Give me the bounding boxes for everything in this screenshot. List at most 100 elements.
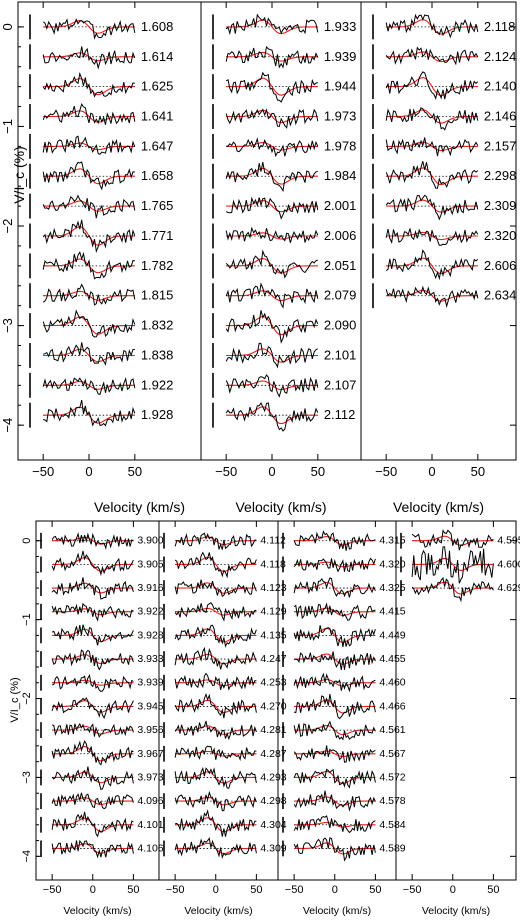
profile-row: 1.838: [29, 342, 173, 368]
phase-label: 1.933: [324, 19, 357, 34]
phase-label: 4.600: [497, 558, 520, 570]
profile-row: 1.625: [29, 71, 173, 100]
profile-row: 3.956: [40, 722, 164, 738]
observed-profile: [225, 249, 318, 279]
phase-label: 2.606: [484, 258, 517, 273]
observed-profile: [42, 283, 136, 306]
phase-label: 4.466: [379, 700, 405, 712]
phase-label: 3.900: [137, 535, 163, 547]
profile-row: 1.815: [29, 283, 173, 309]
profile-row: 4.304: [163, 809, 287, 837]
observed-profile: [294, 651, 376, 671]
x-tick-label: −50: [43, 884, 62, 896]
x-tick-label: −50: [403, 884, 422, 896]
phase-label: 2.634: [484, 288, 517, 303]
profile-row: 3.967: [40, 740, 164, 766]
observed-profile: [293, 720, 376, 741]
observed-profile: [385, 194, 479, 221]
profile-row: 4.253: [163, 672, 287, 691]
phase-label: 3.967: [137, 748, 163, 760]
phase-label: 1.944: [324, 79, 357, 94]
observed-profile: [174, 720, 257, 741]
model-profile: [386, 51, 478, 63]
observed-profile: [385, 71, 479, 101]
observed-profile: [293, 815, 376, 834]
phase-label: 4.315: [379, 535, 405, 547]
observed-profile: [174, 837, 257, 860]
profile-row: 3.928: [40, 624, 164, 646]
phase-label: 4.629: [497, 582, 520, 594]
phase-label: 2.107: [324, 377, 357, 392]
profile-row: 4.595: [400, 529, 520, 551]
profile-row: 4.584: [282, 815, 406, 834]
observed-profile: [42, 71, 135, 98]
phase-label: 4.325: [379, 582, 405, 594]
observed-profile: [385, 107, 479, 131]
observed-profile: [51, 839, 134, 859]
observed-profile: [225, 226, 319, 243]
x-tick-label: 0: [90, 884, 96, 896]
observed-profile: [226, 137, 319, 158]
y-tick-label: −1: [0, 119, 15, 134]
profile-row: 4.118: [163, 551, 286, 579]
phase-label: 4.304: [260, 819, 286, 831]
profile-row: 4.101: [40, 811, 164, 838]
phase-label: 2.079: [324, 288, 357, 303]
y-tick-label: −3: [0, 318, 15, 333]
observed-profile: [385, 13, 479, 39]
phase-label: 2.001: [324, 198, 357, 213]
chart-block-1: V/I_c (%) −50 0 50 Velocity (km/s) 0 −1 −2 −3 −4 1…: [0, 1, 517, 515]
phase-label: 2.146: [484, 109, 517, 124]
x-tick-label: 0: [428, 464, 435, 479]
x-axis-label: Velocity (km/s): [235, 499, 326, 515]
x-axis-label: Velocity (km/s): [422, 905, 490, 917]
model-profile: [294, 770, 376, 784]
observed-profile: [293, 837, 376, 862]
panel-3: −50 0 50 Velocity (km/s) 2.118 2.124 2.140 2.14…: [360, 1, 517, 515]
model-profile: [43, 348, 135, 363]
profile-row: 2.124: [372, 44, 516, 70]
y-tick-label: −3: [21, 771, 33, 784]
observed-profile: [174, 532, 257, 550]
y-tick-label: −1: [21, 613, 33, 626]
profile-row: 2.112: [212, 401, 355, 432]
observed-profile: [174, 602, 257, 622]
phase-label: 3.933: [137, 653, 163, 665]
profile-row: 1.973: [212, 104, 356, 129]
phase-label: 2.157: [484, 138, 517, 153]
profile-row: 4.129: [163, 602, 287, 622]
observed-profile: [51, 649, 134, 671]
x-tick-label: 50: [471, 464, 485, 479]
panel-frame: [395, 520, 517, 881]
profile-row: 4.309: [163, 837, 287, 860]
profile-row: 2.606: [372, 249, 517, 281]
model-profile: [226, 290, 318, 302]
observed-profile: [293, 790, 376, 812]
phase-label: 3.939: [137, 677, 163, 689]
model-profile: [226, 348, 318, 363]
y-tick-label: −2: [21, 692, 33, 705]
observed-profile: [42, 18, 136, 40]
observed-profile: [293, 625, 376, 647]
observed-profile: [42, 219, 136, 254]
observed-profile: [293, 602, 376, 621]
observed-profile: [225, 13, 319, 36]
x-tick-label: 0: [85, 464, 92, 479]
profile-row: 2.309: [372, 193, 516, 221]
observed-profile: [42, 251, 135, 280]
profile-row: 1.922: [29, 372, 173, 398]
phase-label: 1.765: [141, 198, 174, 213]
phase-label: 4.567: [379, 748, 405, 760]
phase-label: 4.096: [137, 795, 163, 807]
observed-profile: [293, 530, 376, 551]
profile-row: 1.641: [29, 103, 173, 129]
phase-label: 1.647: [141, 138, 174, 153]
panel-frame: [360, 1, 517, 461]
profile-row: 2.320: [372, 223, 516, 249]
profile-row: 4.135: [163, 624, 287, 648]
observed-profile: [51, 577, 134, 600]
observed-profile: [174, 766, 257, 789]
phase-label: 4.589: [379, 842, 405, 854]
profile-row: 1.832: [29, 309, 173, 339]
profile-row: 4.449: [282, 625, 406, 647]
